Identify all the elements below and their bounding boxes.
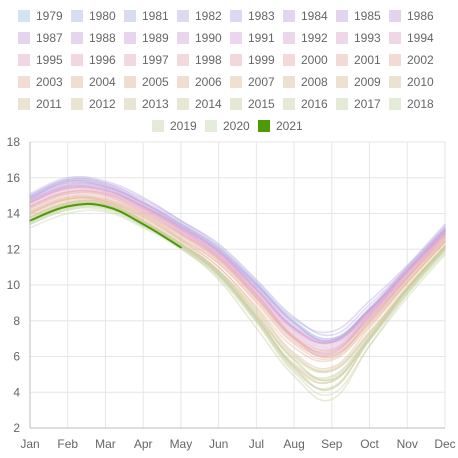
- x-tick-label: Jan: [20, 437, 39, 451]
- x-tick-label: May: [170, 437, 193, 451]
- x-tick-label: Dec: [434, 437, 455, 451]
- y-tick-label: 10: [7, 278, 21, 292]
- x-tick-label: Nov: [397, 437, 418, 451]
- y-tick-label: 2: [13, 421, 20, 435]
- y-tick-label: 8: [13, 314, 20, 328]
- y-tick-label: 4: [13, 385, 20, 399]
- y-tick-label: 18: [7, 135, 21, 149]
- series-lines: [30, 177, 445, 401]
- y-tick-label: 12: [7, 242, 21, 256]
- x-tick-label: Sep: [321, 437, 343, 451]
- x-tick-label: Jul: [249, 437, 264, 451]
- y-tick-label: 16: [7, 171, 21, 185]
- x-tick-label: Mar: [95, 437, 116, 451]
- x-tick-label: Oct: [360, 437, 379, 451]
- x-tick-label: Apr: [134, 437, 153, 451]
- series-line-2013: [30, 204, 445, 372]
- y-tick-label: 6: [13, 350, 20, 364]
- x-tick-label: Jun: [209, 437, 228, 451]
- y-tick-label: 14: [7, 207, 21, 221]
- x-tick-label: Aug: [283, 437, 304, 451]
- x-tick-label: Feb: [57, 437, 78, 451]
